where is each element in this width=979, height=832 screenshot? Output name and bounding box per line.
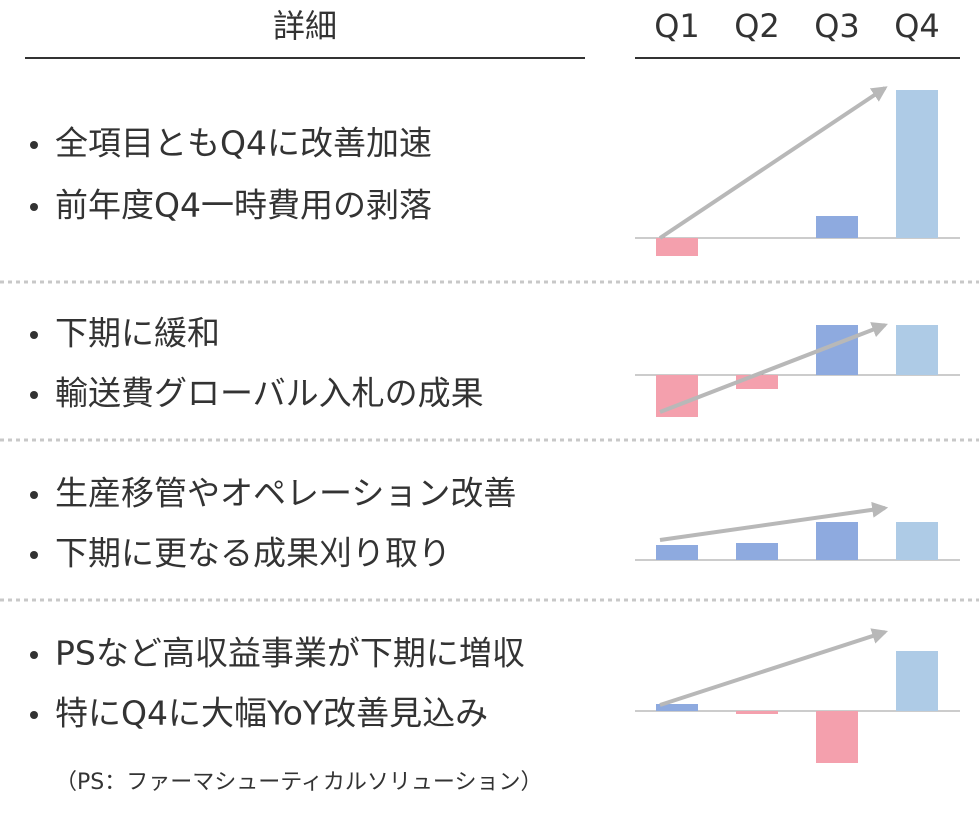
bullet-dot <box>30 551 38 559</box>
bar <box>896 522 938 560</box>
bullet-text: 下期に緩和 <box>55 314 220 353</box>
quarter-label: Q3 <box>814 7 860 45</box>
quarter-label: Q4 <box>894 7 940 45</box>
bar <box>816 522 858 560</box>
bar <box>896 651 938 711</box>
bar <box>896 90 938 238</box>
bar <box>736 711 778 714</box>
quarter-label: Q1 <box>654 7 700 45</box>
trend-arrow <box>659 628 889 707</box>
bar <box>816 711 858 763</box>
bullet-dot <box>30 391 38 399</box>
bullet-dot <box>30 203 38 211</box>
bar <box>736 543 778 560</box>
footnote: （PS：ファーマシューティカルソリューション） <box>55 770 542 795</box>
header-title: 詳細 <box>273 7 337 45</box>
bullet-dot <box>30 651 38 659</box>
trend-arrow <box>659 322 888 414</box>
bullet-dot <box>30 331 38 339</box>
bullet-dot <box>30 141 38 149</box>
bullet-text: 特にQ4に大幅YoY改善見込み <box>55 694 488 733</box>
bar <box>656 238 698 256</box>
bullet-text: 生産移管やオペレーション改善 <box>55 474 516 513</box>
bullet-dot <box>30 491 38 499</box>
bullet-text: 下期に更なる成果刈り取り <box>55 534 451 573</box>
bullet-dot <box>30 711 38 719</box>
trend-arrow <box>659 501 889 542</box>
bullet-text: PSなど高収益事業が下期に増収 <box>55 634 525 673</box>
bullet-text: 全項目ともQ4に改善加速 <box>55 124 432 163</box>
bar <box>896 325 938 375</box>
trend-arrow <box>658 86 888 240</box>
bullet-text: 輸送費グローバル入札の成果 <box>55 374 484 413</box>
bar <box>816 216 858 238</box>
bar <box>656 704 698 711</box>
quarter-label: Q2 <box>734 7 780 45</box>
bullet-text: 前年度Q4一時費用の剥落 <box>55 186 432 225</box>
bar <box>656 545 698 560</box>
